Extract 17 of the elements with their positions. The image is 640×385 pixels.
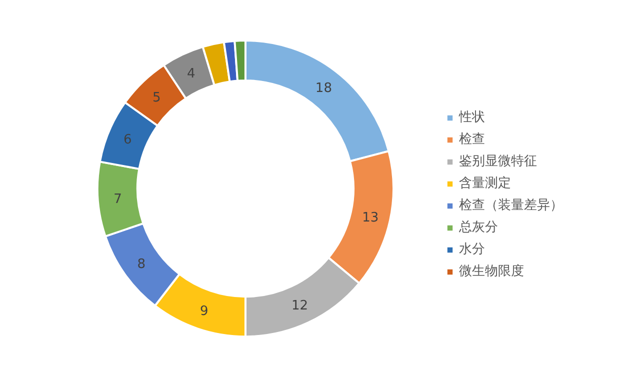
data-label: 18 [315, 81, 332, 96]
legend-label: 鉴别显微特征 [459, 153, 537, 170]
data-label: 6 [123, 132, 132, 148]
data-label: 5 [152, 90, 161, 106]
data-label: 13 [362, 210, 379, 226]
legend-label: 检查 [459, 131, 485, 148]
legend-label: 性状 [459, 109, 485, 126]
data-label: 12 [292, 298, 308, 314]
legend-label: 检查（装量差异） [459, 197, 563, 214]
legend-label: 水分 [459, 241, 485, 258]
data-label: 4 [186, 66, 196, 82]
data-label: 7 [114, 192, 122, 207]
legend-label: 含量测定 [459, 175, 511, 192]
data-label: 9 [200, 304, 208, 319]
data-label: 8 [137, 257, 146, 272]
legend-label: 微生物限度 [459, 263, 524, 280]
legend-label: 总灰分 [459, 219, 498, 236]
